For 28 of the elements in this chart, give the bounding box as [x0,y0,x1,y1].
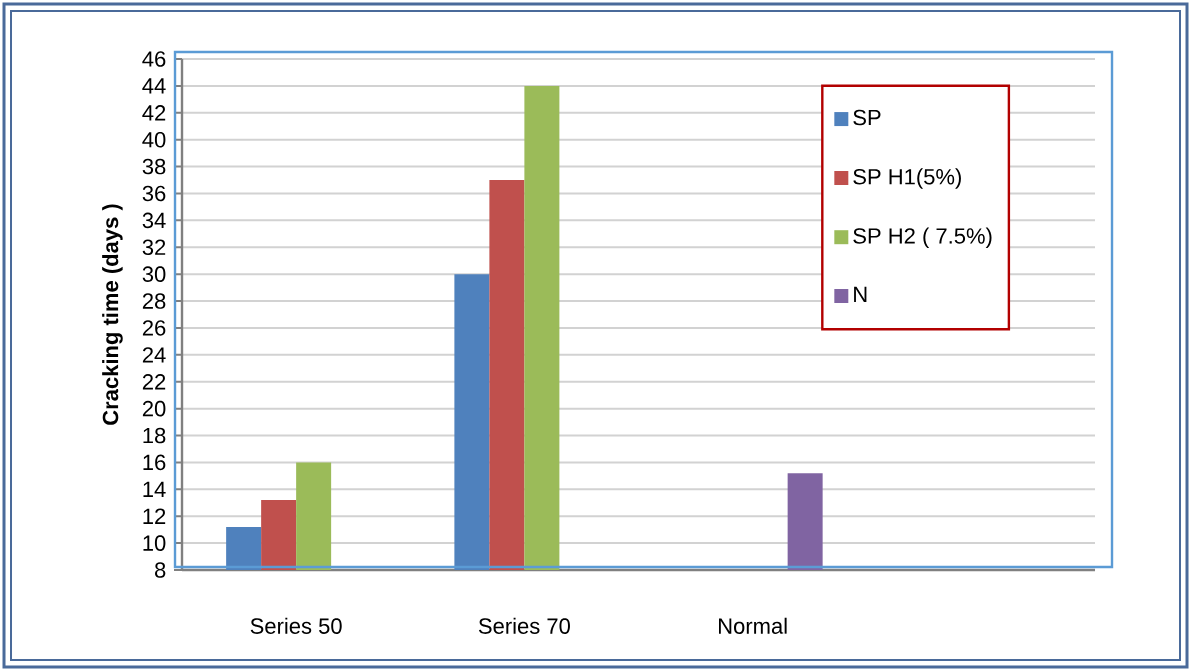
y-tick-label: 16 [143,454,166,471]
y-tick-label: 8 [155,562,166,578]
y-tick-label: 12 [143,508,166,524]
y-tick-label: 18 [143,427,166,444]
y-tick-label: 36 [142,185,166,202]
y-tick-label: 38 [142,158,166,175]
x-tick-label: Normal [719,617,787,634]
y-tick-label: 28 [142,293,166,309]
legend-label: SP [853,109,881,126]
y-tick-label: 40 [142,131,166,148]
y-tick-label: 32 [142,239,166,256]
y-tick-label: 46 [142,51,166,67]
y-axis-title: Cracking time (days ) [102,204,123,425]
x-tick-label: Series 70 [478,617,570,634]
y-tick-label: 20 [142,400,166,417]
y-tick-label: 22 [142,374,166,390]
y-tick-label: 14 [143,481,166,497]
y-tick-label: 34 [142,212,166,229]
y-tick-label: 44 [142,78,166,94]
y-tick-label: 42 [142,105,166,121]
legend-label: SP H2 ( 7.5%) [853,227,992,249]
x-tick-label: Series 50 [250,617,342,634]
y-tick-label: 10 [143,535,166,551]
y-tick-label: 26 [142,320,166,336]
y-tick-label: 24 [142,347,166,363]
legend-label: SP H1(5%) [853,168,961,189]
y-tick-label: 30 [142,266,166,282]
legend-label: N [854,286,867,302]
